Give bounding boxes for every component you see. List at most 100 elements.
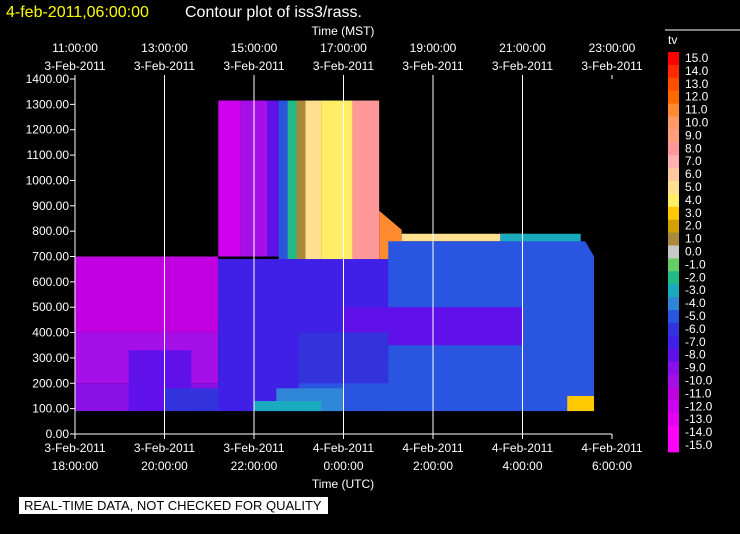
top-tick-date: 3-Feb-2011 bbox=[134, 59, 195, 73]
quality-notice: REAL-TIME DATA, NOT CHECKED FOR QUALITY bbox=[19, 497, 328, 514]
colorbar-swatch bbox=[668, 335, 679, 350]
colorbar-level-label: 5.0 bbox=[685, 180, 702, 194]
y-tick-label: 1100.00 bbox=[27, 148, 70, 162]
colorbar-level-label: 4.0 bbox=[685, 193, 702, 207]
colorbar-level-label: -5.0 bbox=[685, 309, 706, 323]
header-datetime: 4-feb-2011,06:00:00 bbox=[6, 4, 149, 21]
top-tick-time: 17:00:00 bbox=[320, 41, 367, 55]
y-tick-label: 200.00 bbox=[32, 376, 69, 390]
colorbar-swatch bbox=[668, 400, 679, 414]
colorbar-level-label: -11.0 bbox=[685, 386, 712, 400]
bottom-axis: 3-Feb-2011 18:00:00 3-Feb-2011 20:00:00 3-Fe… bbox=[44, 434, 643, 473]
bottom-tick-date: 4-Feb-2011 bbox=[402, 441, 463, 455]
colorbar-swatch bbox=[668, 271, 679, 285]
y-tick-label: 1000.00 bbox=[26, 173, 70, 187]
bottom-tick-date: 4-Feb-2011 bbox=[313, 441, 374, 455]
contour-plot-area bbox=[75, 100, 595, 412]
colorbar-level-label: 12.0 bbox=[685, 90, 709, 104]
top-tick-time: 15:00:00 bbox=[231, 41, 278, 55]
top-tick-date: 3-Feb-2011 bbox=[313, 59, 374, 73]
colorbar-swatch bbox=[668, 361, 679, 375]
top-axis-label: Time (MST) bbox=[312, 24, 375, 38]
colorbar-level-label: -12.0 bbox=[685, 399, 713, 413]
colorbar-swatch bbox=[668, 245, 679, 259]
bottom-tick-date: 3-Feb-2011 bbox=[44, 441, 105, 455]
colorbar-swatch bbox=[668, 52, 679, 66]
colorbar-level-label: 11.0 bbox=[685, 103, 708, 117]
colorbar-swatch bbox=[668, 322, 679, 337]
contour-cell bbox=[267, 100, 279, 257]
colorbar: 15.014.013.012.011.010.09.08.07.06.05.04… bbox=[665, 29, 740, 453]
top-tick-time: 11:00:00 bbox=[52, 41, 98, 55]
colorbar-swatch bbox=[668, 129, 679, 143]
y-tick-label: 600.00 bbox=[32, 275, 69, 289]
colorbar-swatch bbox=[668, 284, 679, 298]
colorbar-level-label: -15.0 bbox=[685, 438, 713, 452]
bottom-tick-time: 18:00:00 bbox=[52, 459, 99, 473]
top-tick-date: 3-Feb-2011 bbox=[44, 59, 105, 73]
contour-cell bbox=[218, 100, 241, 257]
colorbar-swatch bbox=[668, 297, 679, 311]
colorbar-level-label: -13.0 bbox=[685, 412, 713, 426]
colorbar-level-label: 13.0 bbox=[685, 77, 709, 91]
colorbar-level-label: 6.0 bbox=[685, 167, 702, 181]
colorbar-level-label: 10.0 bbox=[685, 116, 709, 130]
colorbar-level-label: 14.0 bbox=[685, 64, 709, 78]
colorbar-level-label: -6.0 bbox=[685, 322, 706, 336]
bottom-tick-time: 6:00:00 bbox=[592, 459, 632, 473]
y-tick-label: 700.00 bbox=[32, 250, 69, 264]
y-tick-label: 100.00 bbox=[32, 402, 69, 416]
colorbar-level-label: -2.0 bbox=[685, 270, 706, 284]
colorbar-level-label: 8.0 bbox=[685, 141, 702, 155]
top-tick-date: 3-Feb-2011 bbox=[223, 59, 284, 73]
colorbar-level-label: 2.0 bbox=[685, 219, 702, 233]
colorbar-swatch bbox=[668, 219, 679, 234]
y-axis: 0.00 100.00 200.00 300.00 400.00 500.00 600.00… bbox=[26, 72, 75, 441]
top-tick-time: 21:00:00 bbox=[499, 41, 546, 55]
contour-cell bbox=[278, 100, 288, 260]
colorbar-swatch bbox=[668, 374, 679, 388]
contour-cell bbox=[75, 256, 219, 333]
top-axis: 11:00:00 3-Feb-2011 13:00:00 3-Feb-2011 15:0… bbox=[44, 41, 643, 79]
colorbar-swatch bbox=[668, 258, 679, 272]
colorbar-level-label: 7.0 bbox=[685, 154, 702, 168]
colorbar-level-label: -10.0 bbox=[685, 374, 713, 388]
contour-cell bbox=[254, 401, 322, 412]
bottom-tick-date: 3-Feb-2011 bbox=[134, 441, 195, 455]
colorbar-level-label: 9.0 bbox=[685, 128, 702, 142]
colorbar-level-label: -3.0 bbox=[685, 283, 706, 297]
colorbar-level-label: 15.0 bbox=[685, 51, 709, 65]
colorbar-swatch bbox=[668, 413, 679, 427]
top-tick-time: 19:00:00 bbox=[410, 41, 457, 55]
colorbar-swatch bbox=[668, 181, 679, 195]
colorbar-swatch bbox=[668, 116, 679, 130]
colorbar-swatch bbox=[668, 348, 679, 363]
colorbar-level-label: -4.0 bbox=[685, 296, 706, 310]
colorbar-swatch bbox=[668, 193, 679, 208]
colorbar-level-label: 3.0 bbox=[685, 206, 702, 220]
y-tick-label: 900.00 bbox=[32, 199, 69, 213]
contour-cell bbox=[287, 100, 297, 260]
contour-cell bbox=[401, 233, 523, 242]
colorbar-level-label: -9.0 bbox=[685, 361, 706, 375]
y-tick-label: 400.00 bbox=[32, 326, 69, 340]
colorbar-swatch bbox=[668, 168, 679, 182]
y-tick-label: 500.00 bbox=[32, 300, 69, 314]
colorbar-swatch bbox=[668, 90, 679, 105]
bottom-tick-time: 22:00:00 bbox=[231, 459, 278, 473]
colorbar-swatch bbox=[668, 64, 679, 79]
bottom-tick-time: 0:00:00 bbox=[323, 459, 363, 473]
colorbar-swatch bbox=[668, 387, 679, 401]
colorbar-swatch bbox=[668, 232, 679, 246]
contour-cell bbox=[567, 395, 595, 412]
y-tick-label: 1200.00 bbox=[26, 123, 70, 137]
bottom-tick-date: 4-Feb-2011 bbox=[581, 441, 642, 455]
colorbar-swatch bbox=[668, 142, 679, 156]
bottom-tick-time: 4:00:00 bbox=[502, 459, 542, 473]
bottom-tick-date: 4-Feb-2011 bbox=[492, 441, 553, 455]
top-tick-time: 23:00:00 bbox=[589, 41, 636, 55]
bottom-axis-label: Time (UTC) bbox=[312, 477, 374, 491]
top-tick-date: 3-Feb-2011 bbox=[402, 59, 463, 73]
contour-cell bbox=[352, 100, 380, 262]
top-tick-time: 13:00:00 bbox=[141, 41, 188, 55]
